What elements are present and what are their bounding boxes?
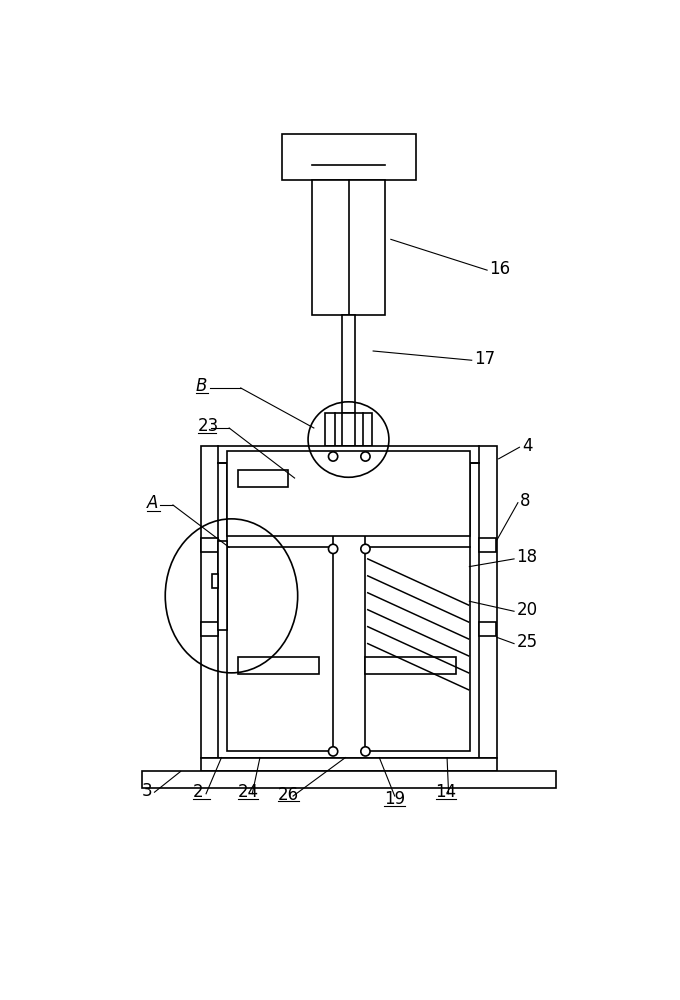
Bar bbox=[201, 446, 497, 758]
Circle shape bbox=[361, 452, 370, 461]
Text: B: B bbox=[196, 377, 207, 395]
Circle shape bbox=[328, 452, 338, 461]
Text: 4: 4 bbox=[522, 437, 532, 455]
Bar bbox=[227, 451, 470, 536]
Bar bbox=[479, 538, 496, 552]
Bar bbox=[201, 622, 218, 636]
Text: 20: 20 bbox=[516, 601, 537, 619]
Text: 24: 24 bbox=[237, 783, 259, 801]
Circle shape bbox=[328, 747, 338, 756]
Bar bbox=[218, 541, 227, 630]
Circle shape bbox=[361, 747, 370, 756]
Bar bbox=[239, 657, 319, 674]
Text: 25: 25 bbox=[516, 633, 537, 651]
Bar bbox=[201, 758, 497, 771]
Bar bbox=[201, 538, 218, 552]
Bar bbox=[212, 574, 218, 588]
Text: 23: 23 bbox=[198, 417, 219, 435]
Bar bbox=[312, 180, 386, 315]
Text: 18: 18 bbox=[516, 548, 537, 566]
Text: 3: 3 bbox=[142, 782, 153, 800]
Bar bbox=[324, 413, 373, 446]
Circle shape bbox=[361, 544, 370, 554]
Bar bbox=[342, 315, 356, 413]
Text: 16: 16 bbox=[490, 260, 511, 278]
Bar bbox=[365, 657, 456, 674]
Text: 8: 8 bbox=[520, 492, 530, 510]
Bar bbox=[342, 446, 356, 746]
Text: 17: 17 bbox=[474, 350, 495, 368]
Bar bbox=[227, 463, 333, 751]
Text: 26: 26 bbox=[277, 786, 299, 804]
Text: 2: 2 bbox=[193, 783, 203, 801]
Bar bbox=[479, 622, 496, 636]
Bar bbox=[142, 771, 556, 788]
Bar bbox=[282, 134, 416, 180]
Text: 19: 19 bbox=[384, 790, 405, 808]
Text: A: A bbox=[147, 494, 158, 512]
Text: 14: 14 bbox=[435, 783, 457, 801]
Bar bbox=[239, 470, 288, 487]
Bar bbox=[365, 463, 470, 751]
Circle shape bbox=[328, 544, 338, 554]
